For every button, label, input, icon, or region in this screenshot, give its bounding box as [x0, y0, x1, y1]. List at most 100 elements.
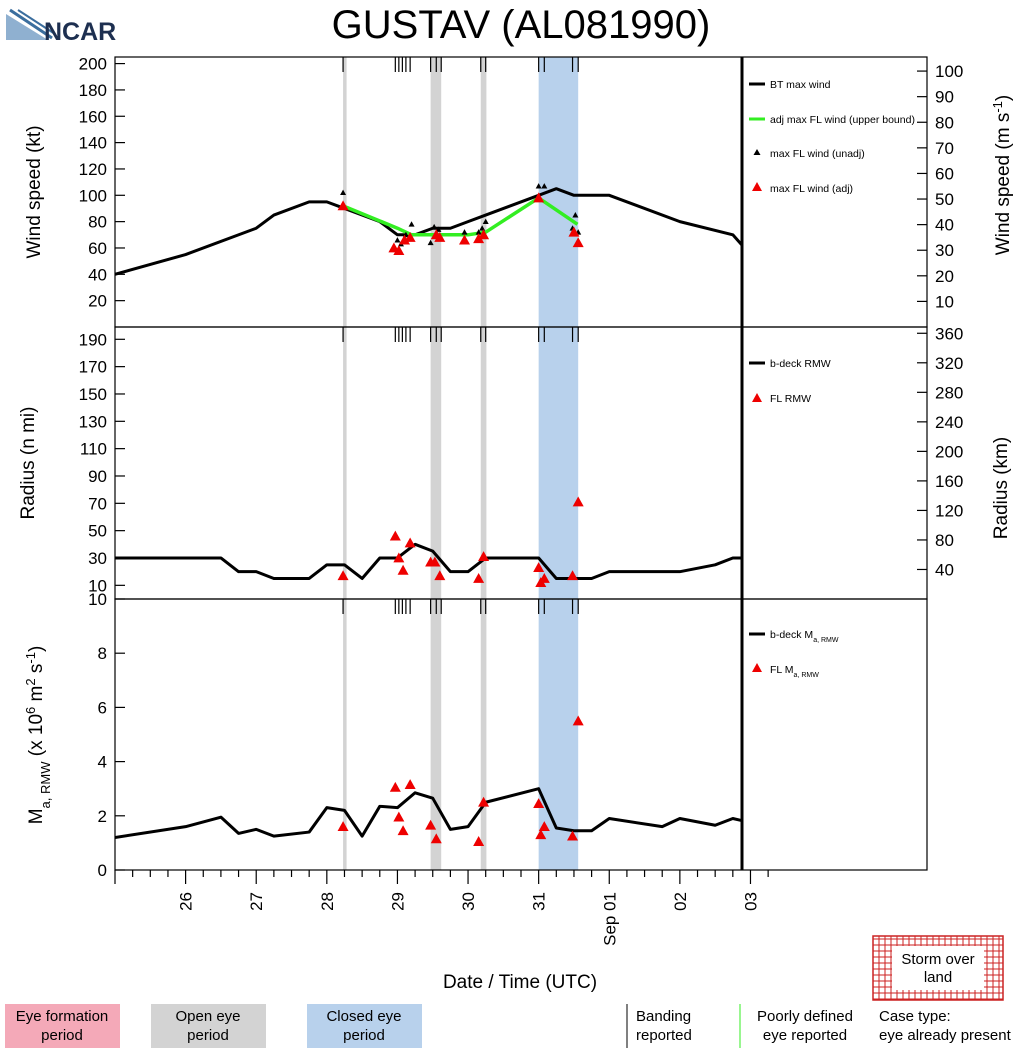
closed-eye-line1: Closed eye	[326, 1008, 401, 1025]
adj-point-ma	[478, 796, 490, 807]
wind-legend: BT max wind adj max FL wind (upper bound…	[749, 79, 915, 195]
logo-text: NCAR	[44, 18, 116, 46]
banding-ticks	[342, 57, 579, 614]
banding-line1: Banding	[636, 1008, 691, 1025]
radius-legend: b-deck RMW FL RMW	[749, 358, 831, 405]
legend-adjpt-label: max FL wind (adj)	[770, 183, 853, 195]
ytick-right-label-wind: 20	[935, 267, 954, 286]
xtick-label: 27	[247, 892, 266, 911]
adj-point-radius	[397, 564, 409, 575]
ytick-right-label-radius: 320	[935, 354, 963, 373]
ytick-label-radius: 170	[79, 358, 107, 377]
ncar-logo: NCAR	[6, 8, 116, 46]
radius-ylabel-right: Radius (km)	[991, 437, 1012, 539]
poorly-defined-line2: eye reported	[763, 1027, 847, 1044]
poorly-defined-line1: Poorly defined	[757, 1008, 853, 1025]
unadj-point-wind	[427, 239, 434, 246]
series-line-radius-0	[115, 542, 742, 580]
adj-point-wind	[398, 234, 410, 245]
ytick-label-wind: 20	[88, 292, 107, 311]
ytick-label-ma: 6	[98, 698, 107, 717]
ytick-label-wind: 120	[79, 160, 107, 179]
ytick-label-radius: 90	[88, 467, 107, 486]
open-eye-swatch	[151, 1004, 266, 1048]
legend-rmw-label: b-deck RMW	[770, 358, 831, 370]
adj-point-wind	[434, 231, 446, 242]
unadj-point-wind	[394, 237, 401, 243]
adj-point-wind	[568, 226, 580, 237]
adj-point-wind	[572, 237, 584, 248]
chart-title: GUSTAV (AL081990)	[332, 3, 711, 47]
ma-ylabel: Ma, RMW (x 106 m2 s-1)	[23, 646, 53, 825]
unadj-point-wind	[408, 221, 415, 227]
ytick-right-label-wind: 90	[935, 88, 954, 107]
ma-legend: b-deck Ma, RMW FL Ma, RMW	[749, 629, 839, 679]
adj-point-wind	[533, 192, 545, 203]
adj-point-radius	[337, 570, 349, 581]
storm-over-land-legend: Storm over land	[872, 935, 1004, 1001]
ytick-label-wind: 140	[79, 134, 107, 153]
adj-point-ma	[533, 798, 545, 809]
ytick-label-ma: 8	[98, 644, 107, 663]
ytick-label-ma: 4	[98, 753, 107, 772]
unadj-point-wind	[431, 223, 438, 230]
adj-point-ma	[473, 836, 485, 846]
series-line-wind-1	[342, 196, 579, 237]
eye-period-bands	[343, 57, 579, 870]
adj-point-radius	[473, 572, 485, 583]
ytick-label-radius: 10	[88, 576, 107, 595]
ytick-right-label-wind: 30	[935, 241, 954, 260]
legend-adj-marker	[752, 182, 762, 191]
banding-line2: reported	[636, 1027, 692, 1044]
legend-flrmw-label: FL RMW	[770, 393, 811, 405]
panel-frames	[114, 56, 928, 871]
ytick-right-label-radius: 360	[935, 324, 963, 343]
legend-adj-label: adj max FL wind (upper bound)	[770, 114, 915, 126]
eye-formation-swatch	[5, 1004, 120, 1048]
adj-point-ma	[535, 829, 547, 840]
adj-point-wind	[459, 234, 471, 245]
closed-eye-swatch	[307, 1004, 422, 1048]
open-eye-line2: period	[187, 1027, 229, 1044]
adj-point-radius	[567, 570, 579, 581]
open-eye-band	[480, 57, 487, 870]
ytick-right-label-wind: 70	[935, 139, 954, 158]
axes-layer: 2040608010012014016018020010203040506070…	[79, 55, 964, 946]
land-label-line2: land	[924, 969, 952, 986]
adj-point-ma	[393, 811, 405, 822]
adj-point-radius	[393, 552, 405, 563]
adj-point-ma	[404, 779, 416, 790]
unadj-point-wind	[482, 218, 489, 225]
adj-point-wind	[337, 200, 349, 211]
ytick-right-label-radius: 200	[935, 442, 963, 461]
adj-point-ma	[337, 821, 349, 832]
legend-unadj-label: max FL wind (unadj)	[770, 148, 865, 160]
closed-eye-line2: period	[343, 1027, 385, 1044]
ytick-label-wind: 40	[88, 265, 107, 284]
ytick-right-label-radius: 160	[935, 472, 963, 491]
adj-point-ma	[572, 715, 584, 726]
ytick-label-radius: 110	[80, 440, 107, 459]
unadj-point-wind	[479, 225, 486, 231]
xtick-label: 26	[177, 892, 196, 911]
adj-point-radius	[538, 572, 550, 583]
legend-bt-label: BT max wind	[770, 79, 831, 91]
xtick-label: 29	[388, 892, 407, 911]
legend-unadj-marker	[753, 149, 761, 155]
open-eye-line1: Open eye	[175, 1008, 240, 1025]
bottom-legend: Eye formation period Open eye period Clo…	[5, 1004, 1012, 1048]
adj-point-ma	[567, 830, 579, 841]
ytick-label-wind: 80	[88, 213, 107, 232]
adj-point-ma	[538, 821, 550, 832]
unadj-point-wind	[340, 189, 347, 196]
xtick-label: 02	[671, 892, 690, 911]
ytick-label-radius: 50	[88, 522, 107, 541]
ytick-right-label-wind: 40	[935, 216, 954, 235]
series-layer	[115, 183, 742, 846]
ytick-label-radius: 30	[88, 549, 107, 568]
legend-flma-label: FL Ma, RMW	[770, 664, 819, 679]
unadj-point-wind	[535, 183, 542, 189]
unadj-point-wind	[475, 229, 482, 235]
xaxis-label: Date / Time (UTC)	[443, 972, 597, 993]
